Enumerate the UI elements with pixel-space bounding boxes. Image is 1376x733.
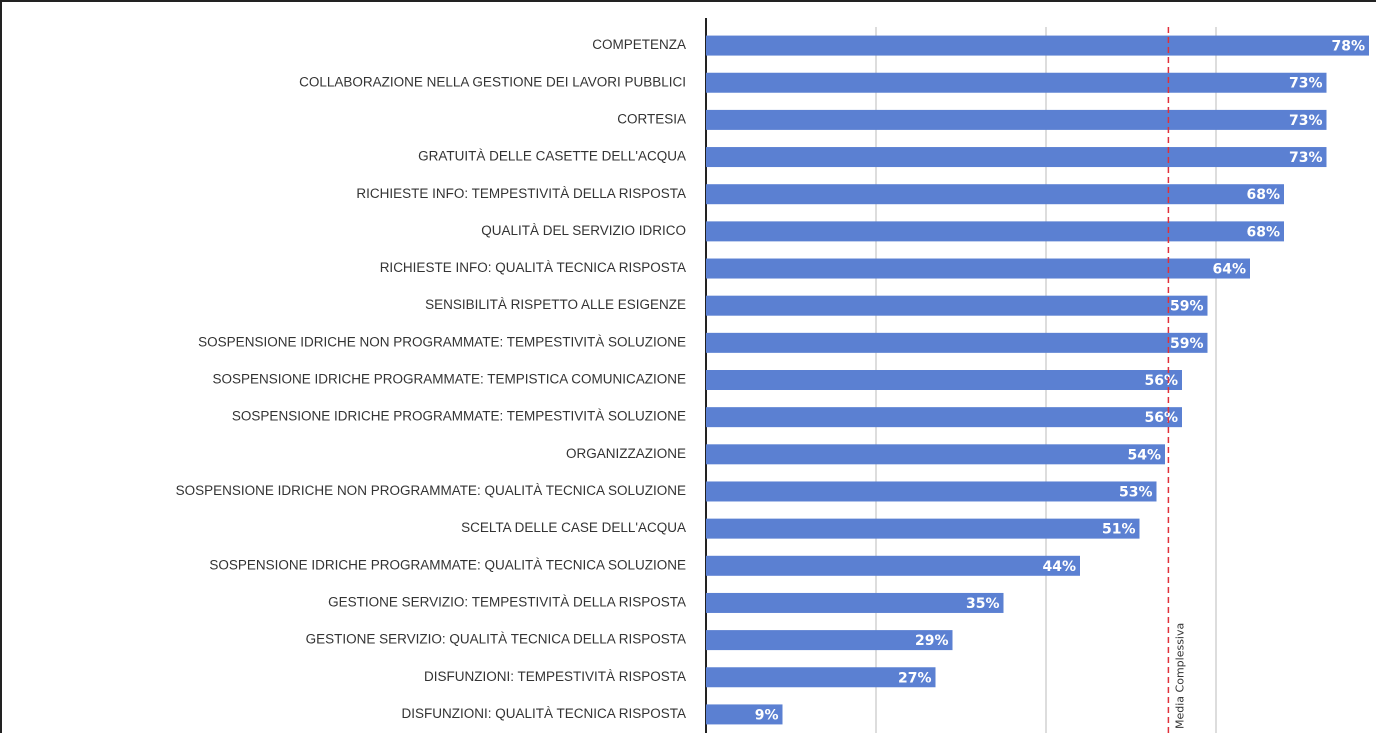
category-label: SOSPENSIONE IDRICHE NON PROGRAMMATE: QUA… [176,483,686,498]
category-label: SOSPENSIONE IDRICHE PROGRAMMATE: TEMPIST… [212,372,686,387]
value-label: 73% [1289,76,1323,92]
category-label: RICHIESTE INFO: QUALITÀ TECNICA RISPOSTA [380,260,686,275]
bar [706,407,1182,428]
bar [706,295,1208,316]
value-label: 56% [1144,410,1178,426]
category-label: GRATUITÀ DELLE CASETTE DELL'ACQUA [418,149,686,164]
category-label: SCELTA DELLE CASE DELL'ACQUA [461,520,686,535]
value-label: 59% [1170,336,1204,352]
value-label: 29% [915,633,949,649]
category-label: COLLABORAZIONE NELLA GESTIONE DEI LAVORI… [299,74,686,89]
bar [706,630,953,651]
bar [706,258,1250,279]
value-label: 44% [1042,559,1076,575]
value-label: 27% [898,670,932,686]
value-label: 68% [1246,187,1280,203]
value-label: 64% [1212,262,1246,278]
bar [706,370,1182,390]
category-label: GESTIONE SERVIZIO: TEMPESTIVITÀ DELLA RI… [328,595,686,610]
mean-label: Media Complessiva [1173,623,1186,729]
category-label: RICHIESTE INFO: TEMPESTIVITÀ DELLA RISPO… [356,186,686,201]
bar [706,35,1369,56]
value-label: 59% [1170,299,1204,315]
value-label: 73% [1289,113,1323,129]
value-label: 53% [1119,484,1153,500]
category-label: GESTIONE SERVIZIO: QUALITÀ TECNICA DELLA… [306,632,686,647]
bar [706,184,1284,205]
category-label: SOSPENSIONE IDRICHE NON PROGRAMMATE: TEM… [198,334,686,349]
bar [706,72,1327,93]
bar [706,518,1140,539]
category-label: SOSPENSIONE IDRICHE PROGRAMMATE: QUALITÀ… [209,557,686,572]
bar [706,667,936,688]
category-label: CORTESIA [617,111,686,126]
bar [706,555,1080,576]
bar [706,147,1327,168]
category-label: SENSIBILITÀ RISPETTO ALLE ESIGENZE [425,297,686,312]
value-label: 73% [1289,150,1323,166]
bar [706,221,1284,242]
category-label: DISFUNZIONI: TEMPESTIVITÀ RISPOSTA [424,669,686,684]
bar [706,109,1327,130]
value-label: 9% [755,707,779,723]
category-label: ORGANIZZAZIONE [566,446,686,461]
bar [706,444,1165,465]
bar [706,481,1157,502]
value-label: 51% [1102,522,1136,538]
value-label: 68% [1246,224,1280,240]
value-label: 54% [1127,447,1161,463]
value-label: 78% [1331,39,1365,55]
bar [706,592,1004,613]
bar [706,332,1208,353]
value-label: 35% [966,596,1000,612]
category-label: QUALITÀ DEL SERVIZIO IDRICO [481,223,686,238]
value-label: 56% [1144,373,1178,389]
category-label: SOSPENSIONE IDRICHE PROGRAMMATE: TEMPEST… [232,409,686,424]
bar [706,704,783,725]
category-label: COMPETENZA [592,37,686,52]
category-label: DISFUNZIONI: QUALITÀ TECNICA RISPOSTA [401,706,686,721]
